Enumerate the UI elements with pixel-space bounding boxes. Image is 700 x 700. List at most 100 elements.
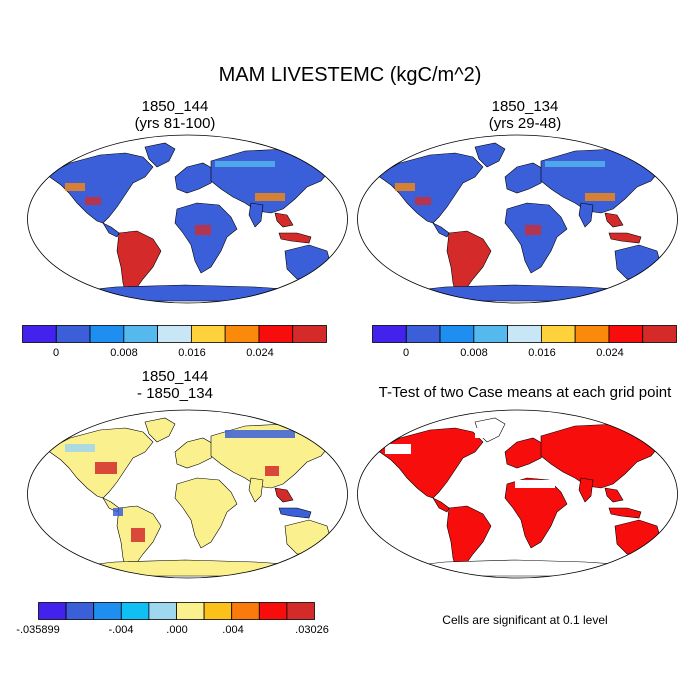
- map-border: [357, 409, 678, 579]
- continent-africa: [504, 202, 568, 274]
- continent-seasia: [604, 487, 624, 503]
- colorbar-panel2-tick-label: 0.024: [596, 347, 624, 359]
- continent-africa: [174, 477, 238, 549]
- colorbar-swatch: [65, 602, 95, 620]
- colorbar-swatch: [38, 602, 67, 620]
- field-patch: [395, 183, 415, 191]
- colorbar-panel1-tick-label: 0.008: [110, 347, 138, 359]
- colorbar-swatch: [258, 325, 294, 343]
- colorbar-panel1-tick-label: 0.024: [246, 347, 274, 359]
- continent-indonesia: [608, 232, 642, 244]
- continent-seasia: [274, 212, 294, 228]
- continent-europe: [174, 162, 218, 194]
- panel2-title-line2: (yrs 29-48): [488, 115, 562, 132]
- map-border: [357, 134, 678, 304]
- colorbar-swatch: [372, 325, 407, 343]
- continent-europe: [504, 437, 548, 469]
- panel1-title-line2: (yrs 81-100): [134, 115, 216, 132]
- colorbar-swatch: [473, 325, 509, 343]
- colorbar-swatch: [231, 602, 260, 620]
- insignificant-patch: [385, 444, 411, 454]
- colorbar-swatch: [22, 325, 57, 343]
- map-content: [27, 410, 348, 578]
- continent-antarctica: [374, 284, 663, 302]
- continent-africa: [174, 202, 238, 274]
- continent-greenland: [144, 417, 176, 443]
- continent-camerica: [432, 222, 450, 238]
- continent-india: [578, 202, 594, 228]
- map-content: [357, 410, 678, 578]
- map-border: [27, 134, 348, 304]
- field-patch: [65, 444, 95, 452]
- map-panel-1850-134: [357, 134, 678, 304]
- colorbar-swatch: [405, 325, 441, 343]
- panel1-title-line1: 1850_144: [141, 98, 209, 115]
- continent-india: [248, 477, 264, 503]
- field-patch: [225, 430, 295, 438]
- continent-europe: [504, 162, 548, 194]
- continent-camerica: [432, 497, 450, 513]
- map-content: [27, 135, 348, 303]
- continent-antarctica: [44, 559, 333, 577]
- field-patch: [545, 161, 605, 167]
- field-patch: [255, 193, 285, 201]
- colorbar-swatch: [123, 325, 159, 343]
- significance-footnote: Cells are significant at 0.1 level: [442, 613, 608, 627]
- field-patch: [131, 528, 145, 542]
- continent-europe: [174, 437, 218, 469]
- colorbar-swatch: [203, 602, 233, 620]
- continent-samerica: [116, 230, 162, 298]
- colorbar-swatch: [157, 325, 192, 343]
- continent-india: [578, 477, 594, 503]
- colorbar-swatch: [439, 325, 475, 343]
- colorbar-swatch: [540, 325, 576, 343]
- colorbar-swatch: [224, 325, 260, 343]
- field-patch: [585, 193, 615, 201]
- panel4-title-line1: T-Test of two Case means at each grid po…: [378, 384, 672, 401]
- continent-seasia: [274, 487, 294, 503]
- colorbar-swatch: [507, 325, 542, 343]
- map-border: [27, 409, 348, 579]
- field-patch: [113, 508, 123, 516]
- panel3-title-line1: 1850_144: [141, 368, 209, 385]
- continent-indonesia: [278, 507, 312, 519]
- colorbar-swatch: [574, 325, 610, 343]
- insignificant-patch: [475, 428, 495, 438]
- continent-samerica: [446, 505, 492, 573]
- continent-greenland: [144, 142, 176, 168]
- field-patch: [215, 161, 275, 167]
- field-patch: [265, 466, 279, 476]
- colorbar-swatch: [292, 325, 327, 343]
- field-patch: [195, 225, 211, 235]
- field-patch: [415, 197, 431, 205]
- map-content: [357, 135, 678, 303]
- continent-antarctica: [44, 284, 333, 302]
- panel1-title: 1850_144 (yrs 81-100): [25, 98, 325, 132]
- continent-indonesia: [278, 232, 312, 244]
- colorbar-swatch: [286, 602, 315, 620]
- field-patch: [95, 462, 117, 474]
- panel2-title-line1: 1850_134: [491, 98, 559, 115]
- colorbar-swatch: [55, 325, 91, 343]
- colorbar-panel3-tick-label: .03026: [295, 624, 329, 636]
- colorbar-panel1-labels: 0 0.008 0.016 0.024: [22, 347, 328, 361]
- field-patch: [65, 183, 85, 191]
- colorbar-panel1-tick-label: 0: [52, 347, 60, 359]
- continent-namerica: [376, 152, 484, 224]
- colorbar-swatch: [148, 602, 177, 620]
- colorbar-swatch: [608, 325, 644, 343]
- colorbar-panel1: [22, 325, 327, 343]
- colorbar-panel2: [372, 325, 677, 343]
- colorbar-swatch: [642, 325, 677, 343]
- colorbar-panel2-tick-label: 0.016: [528, 347, 556, 359]
- map-panel-difference: [27, 409, 348, 579]
- colorbar-panel3-tick-label: -.035899: [16, 624, 60, 636]
- colorbar-panel3: [38, 602, 315, 620]
- colorbar-swatch: [176, 602, 205, 620]
- continent-seasia: [604, 212, 624, 228]
- continent-greenland: [474, 142, 506, 168]
- colorbar-panel3-tick-label: -.004: [108, 624, 134, 636]
- colorbar-panel2-tick-label: 0.008: [460, 347, 488, 359]
- map-panel-ttest: [357, 409, 678, 579]
- panel3-title-line2: - 1850_134: [137, 385, 213, 402]
